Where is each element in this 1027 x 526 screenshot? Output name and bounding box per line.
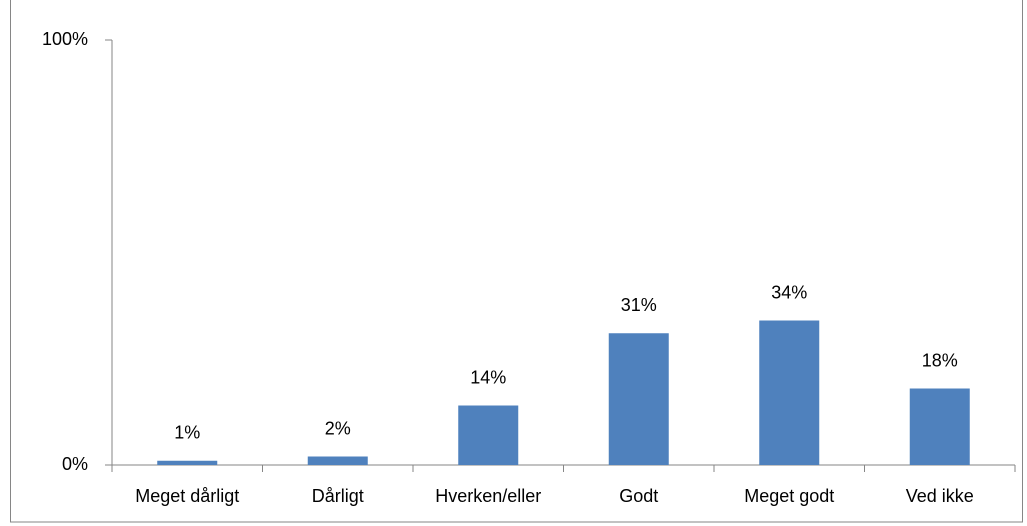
x-tick-label: Hverken/eller [435,486,541,506]
bar [608,333,669,465]
data-label: 2% [325,418,351,438]
data-label: 34% [771,282,807,302]
x-tick-label: Godt [619,486,658,506]
bar [307,456,368,465]
data-label: 31% [621,295,657,315]
bar [759,320,820,465]
bar [157,460,218,465]
data-label: 1% [174,423,200,443]
x-tick-label: Meget dårligt [135,486,239,506]
bar [909,388,970,465]
x-tick-label: Meget godt [744,486,834,506]
x-tick-label: Dårligt [312,486,364,506]
data-label: 14% [470,367,506,387]
y-tick-label: 0% [62,454,88,474]
x-tick-label: Ved ikke [906,486,974,506]
data-label: 18% [922,350,958,370]
y-tick-label: 100% [42,29,88,49]
bar [458,405,519,465]
